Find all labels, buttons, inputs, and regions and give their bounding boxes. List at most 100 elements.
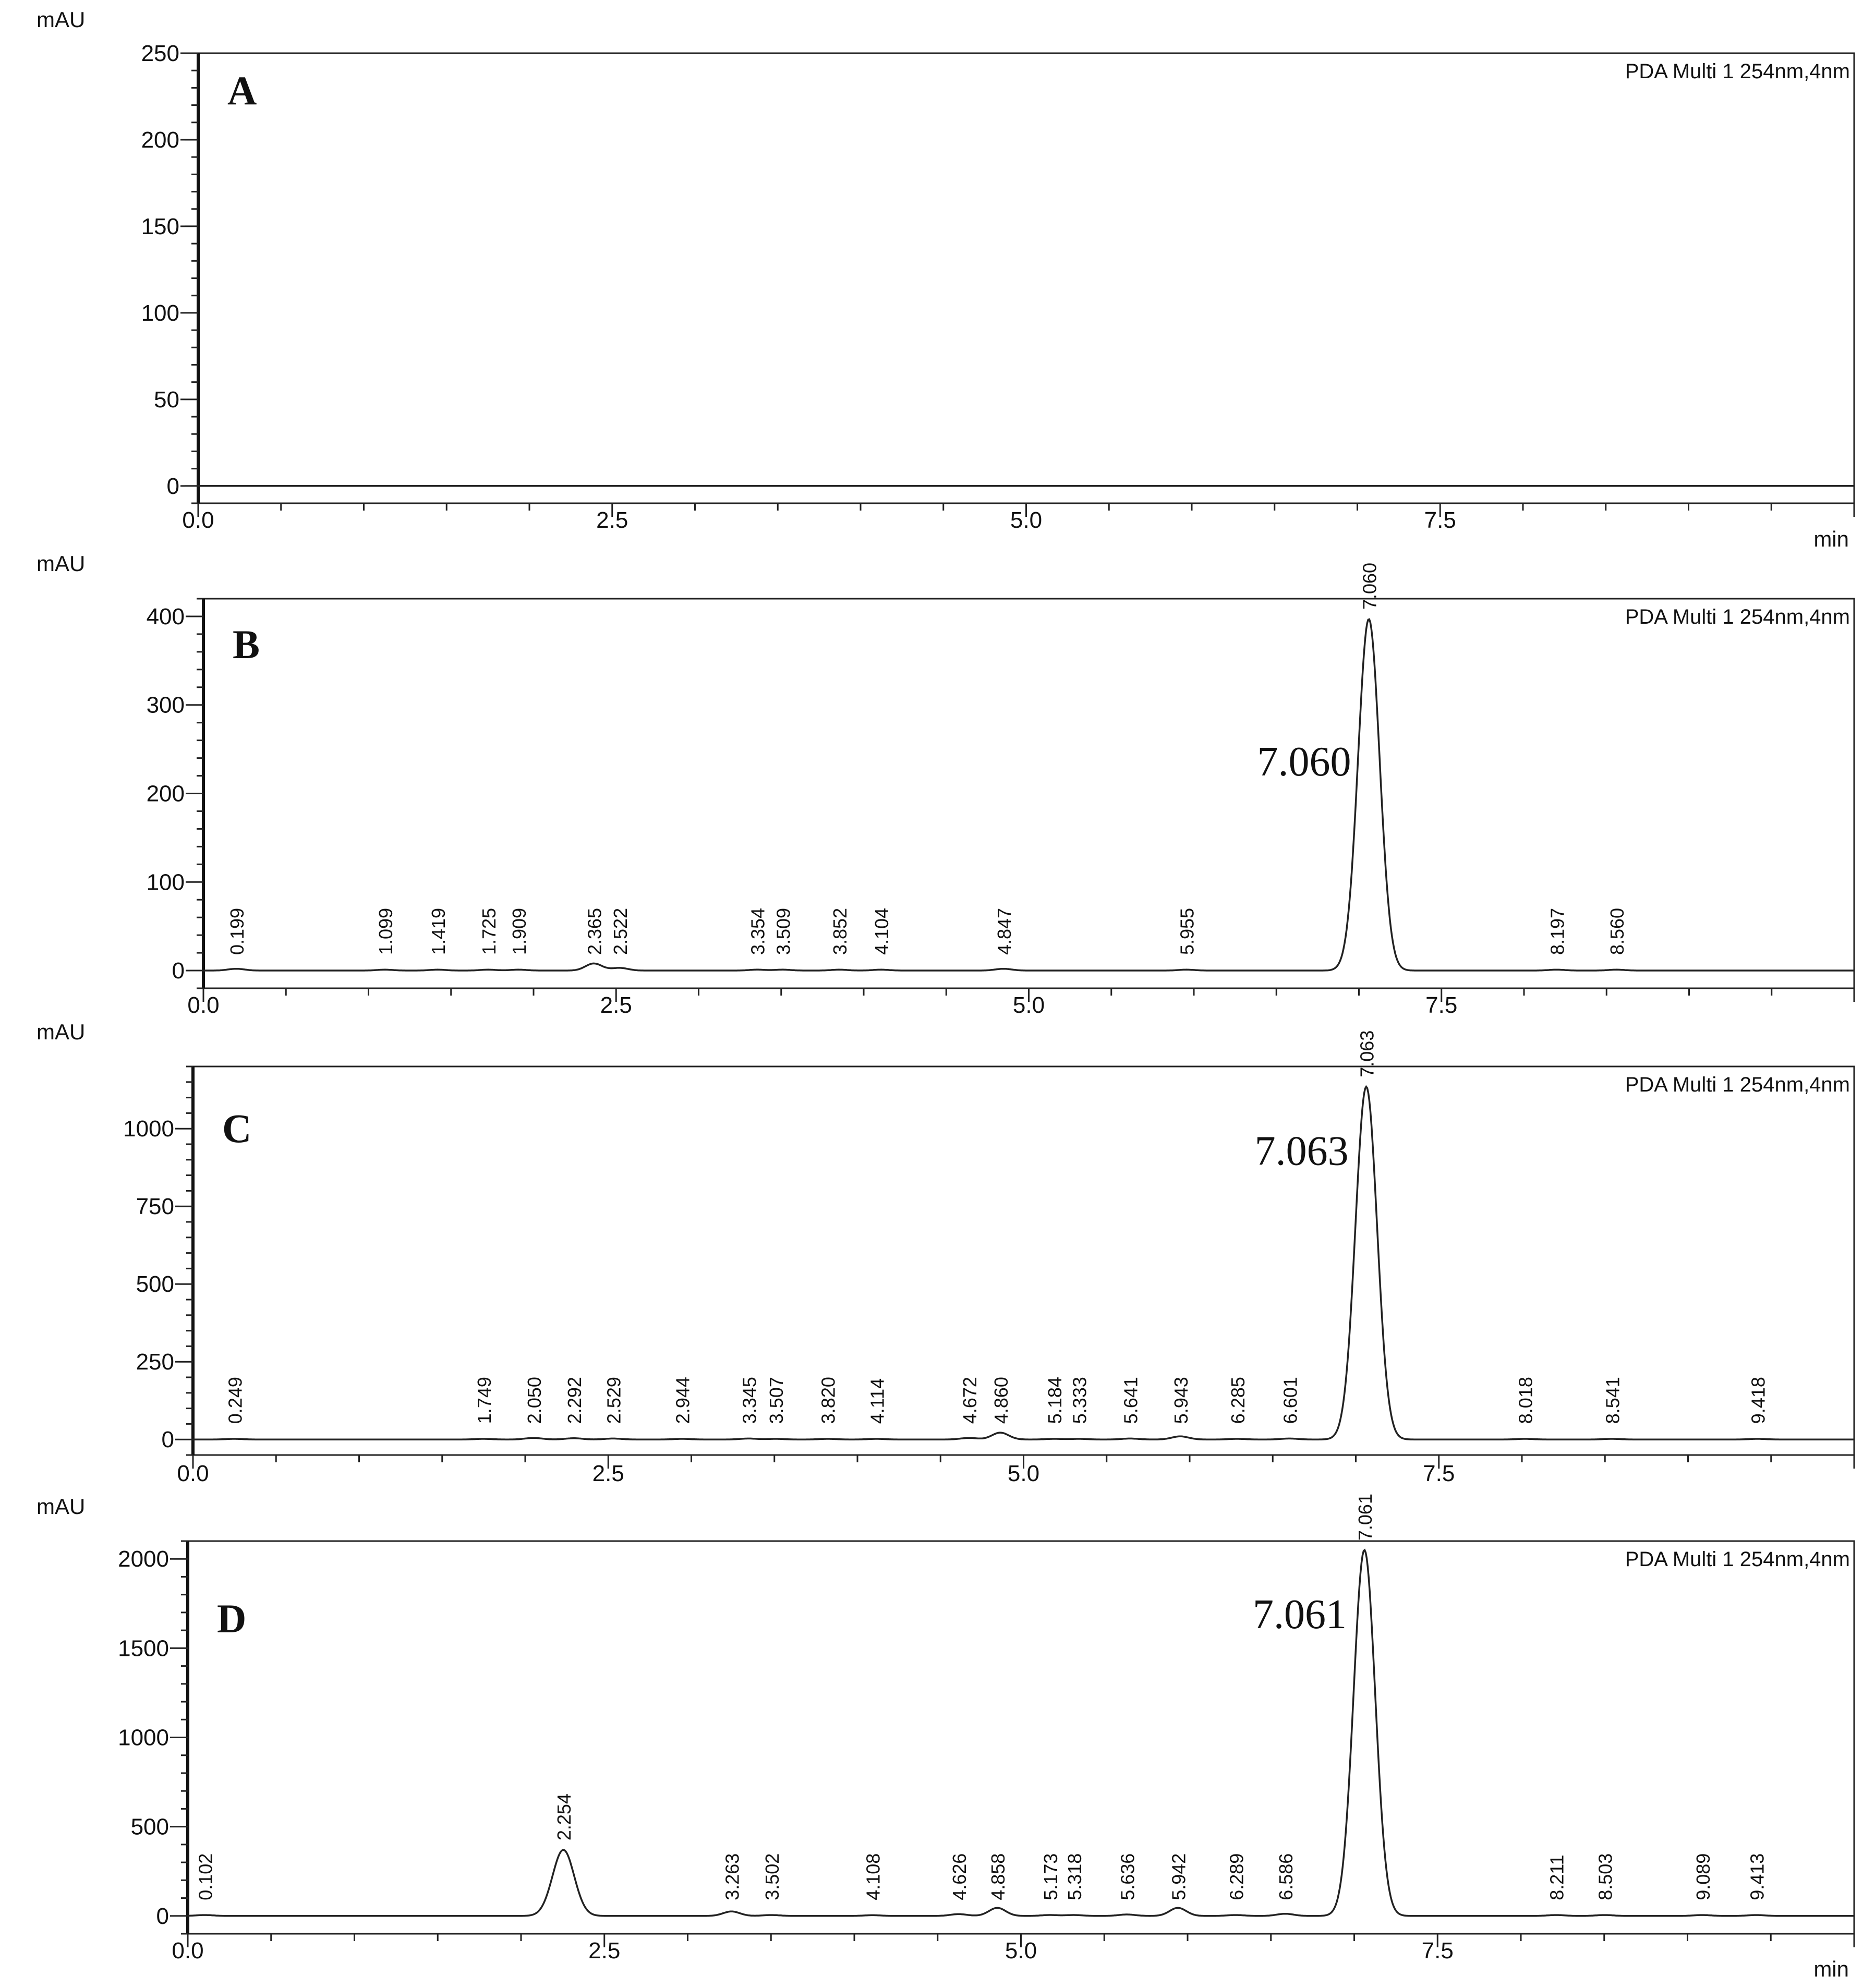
x-tick-label: 0.0: [182, 507, 214, 533]
y-tick-label: 400: [147, 604, 185, 629]
channel-label: PDA Multi 1 254nm,4nm: [1625, 1548, 1850, 1571]
y-tick-label: 500: [131, 1814, 169, 1840]
peak-label: 5.333: [1069, 1377, 1091, 1424]
x-tick-label: 0.0: [172, 1938, 203, 1963]
y-tick-label: 100: [141, 300, 179, 326]
x-tick-label: 7.5: [1422, 1938, 1454, 1963]
peak-label: 9.413: [1746, 1853, 1768, 1900]
channel-label: PDA Multi 1 254nm,4nm: [1625, 60, 1850, 83]
peak-label: 8.541: [1602, 1377, 1623, 1424]
peak-label: 5.942: [1168, 1853, 1189, 1900]
main-peak-annotation: 7.060: [1257, 739, 1351, 785]
peak-label: 7.060: [1359, 563, 1380, 610]
y-tick-label: 500: [136, 1271, 174, 1297]
channel-label: PDA Multi 1 254nm,4nm: [1625, 1073, 1850, 1096]
peak-label: 4.114: [866, 1378, 888, 1424]
y-tick-label: 100: [147, 869, 185, 895]
chromatogram-trace: [203, 618, 1854, 972]
main-peak-annotation: 7.061: [1253, 1592, 1347, 1638]
panel-letter: B: [233, 622, 260, 667]
y-tick-label: 1500: [118, 1635, 169, 1661]
y-axis-title: mAU: [37, 1494, 85, 1519]
panel-c: 0 250 500 750 1000 0.0 2.5 5.0 7.5 mAU PDA Multi 1…: [37, 1020, 1855, 1486]
panel-d: 0 500 1000 1500 2000 0.0 2.5 5.0 7.5 mAU min PDA Mu…: [37, 1494, 1855, 1981]
x-tick-label: 0.0: [187, 992, 219, 1018]
peak-label: 2.365: [584, 908, 606, 955]
y-tick-label: 0: [172, 958, 185, 984]
panel-letter: D: [217, 1596, 246, 1641]
y-tick-label: 300: [147, 693, 185, 718]
x-tick-label: 5.0: [1005, 1938, 1037, 1963]
peak-label: 5.184: [1044, 1377, 1066, 1424]
y-tick-label: 250: [136, 1349, 174, 1375]
peak-label: 2.522: [610, 908, 631, 955]
y-tick-label: 1000: [118, 1725, 169, 1751]
peak-label: 6.586: [1275, 1853, 1297, 1900]
x-tick-label: 2.5: [592, 1461, 624, 1486]
panel-a: 0 50 100 150 200 250 0.0 2.5 5.0 7.5 mAU min PDA Mul…: [37, 7, 1855, 551]
peak-label: 3.345: [739, 1377, 760, 1424]
peak-label: 5.955: [1177, 908, 1198, 955]
peak-label: 4.672: [959, 1377, 981, 1424]
peak-label: 3.509: [773, 908, 794, 955]
x-tick-label: 2.5: [596, 507, 628, 533]
peak-label: 3.507: [766, 1377, 787, 1424]
peak-label: 0.199: [226, 908, 248, 955]
y-axis-title: mAU: [37, 1020, 85, 1044]
peak-label: 4.858: [987, 1853, 1009, 1900]
peak-label: 6.285: [1227, 1377, 1249, 1424]
peak-label: 6.601: [1279, 1377, 1301, 1424]
x-tick-label: 7.5: [1424, 507, 1456, 533]
peak-label: 2.292: [564, 1377, 585, 1424]
peak-label: 1.909: [509, 908, 530, 955]
y-tick-label: 0: [167, 474, 179, 499]
x-tick-label: 7.5: [1423, 1461, 1455, 1486]
peak-label: 3.852: [829, 908, 851, 955]
panel-b: 0 100 200 300 400 0.0 2.5 5.0 7.5 mAU PDA Multi 1 …: [37, 551, 1855, 1018]
peak-label: 4.860: [990, 1377, 1012, 1424]
peak-label: 5.641: [1120, 1377, 1142, 1424]
peak-label: 3.820: [818, 1377, 839, 1424]
peak-label: 4.626: [949, 1853, 970, 1900]
channel-label: PDA Multi 1 254nm,4nm: [1625, 605, 1850, 628]
peak-label: 1.749: [474, 1377, 495, 1424]
peak-label: 1.725: [478, 908, 500, 955]
peak-label: 2.050: [524, 1377, 545, 1424]
peak-label: 5.943: [1170, 1377, 1192, 1424]
x-tick-label: 2.5: [588, 1938, 620, 1963]
peak-label: 5.173: [1040, 1853, 1061, 1900]
panel-letter: C: [222, 1106, 251, 1151]
y-tick-label: 50: [154, 387, 179, 413]
peak-label: 8.018: [1515, 1377, 1537, 1424]
peak-label: 2.944: [672, 1377, 694, 1424]
x-tick-label: 0.0: [177, 1461, 209, 1486]
chromatogram-trace: [193, 1085, 1854, 1440]
peak-label: 9.418: [1748, 1377, 1769, 1424]
peak-label: 4.104: [871, 908, 892, 955]
y-tick-label: 200: [147, 781, 185, 807]
peak-label: 1.099: [375, 908, 396, 955]
y-tick-label: 2000: [118, 1546, 169, 1572]
x-axis-title: min: [1813, 527, 1849, 551]
panel-letter: A: [227, 68, 257, 113]
peak-label: 7.063: [1357, 1031, 1378, 1077]
peak-label: 5.636: [1117, 1853, 1139, 1900]
main-peak-annotation: 7.063: [1255, 1129, 1349, 1174]
peak-label: 2.254: [553, 1793, 575, 1840]
peak-label: 7.061: [1354, 1494, 1376, 1541]
peak-label: 5.318: [1064, 1853, 1085, 1900]
y-tick-label: 200: [141, 127, 179, 153]
x-tick-label: 5.0: [1010, 507, 1042, 533]
peak-label: 3.263: [722, 1853, 743, 1900]
peak-label: 8.503: [1595, 1853, 1616, 1900]
peak-label: 8.560: [1606, 908, 1628, 955]
peak-label: 4.847: [994, 908, 1015, 955]
peak-label: 2.529: [603, 1377, 624, 1424]
y-axis-title: mAU: [37, 551, 85, 576]
y-tick-label: 0: [162, 1427, 174, 1452]
peak-label: 1.419: [428, 908, 449, 955]
peak-label: 9.089: [1692, 1853, 1714, 1900]
x-axis-title: min: [1813, 1957, 1849, 1981]
y-tick-label: 250: [141, 41, 179, 66]
